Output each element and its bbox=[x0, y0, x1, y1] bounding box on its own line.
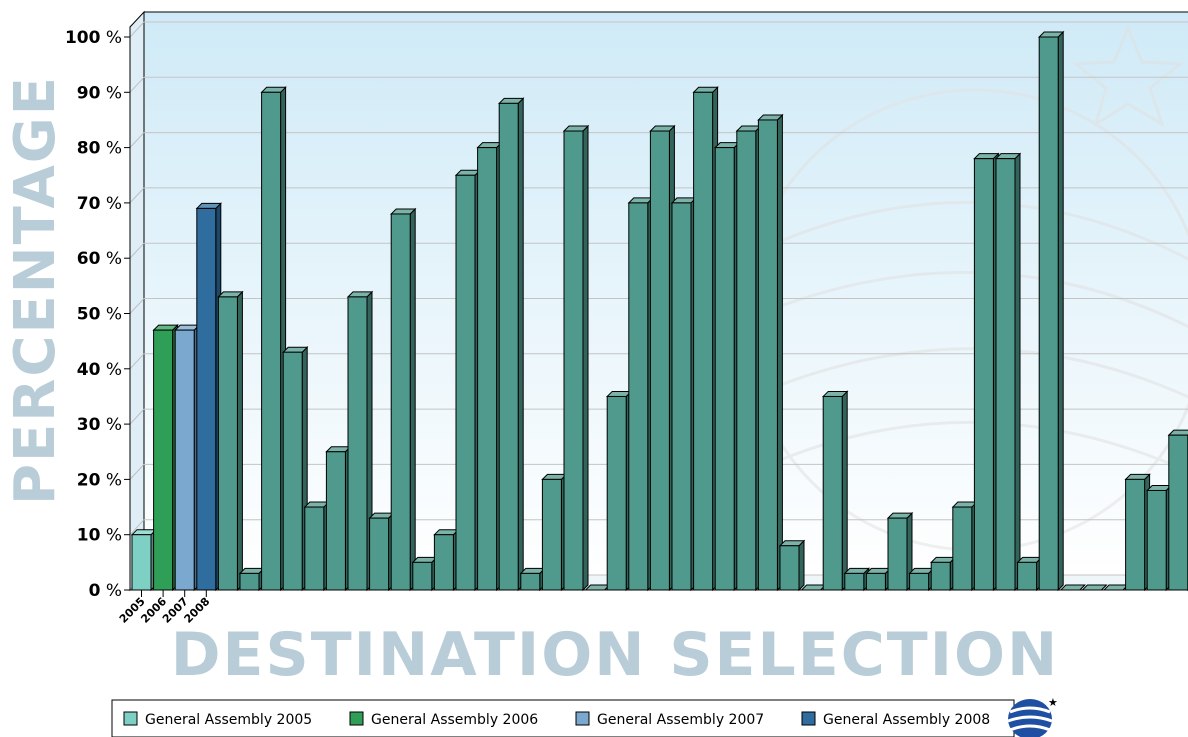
bar bbox=[692, 86, 719, 592]
legend-item: General Assembly 2006 bbox=[349, 711, 538, 728]
bar bbox=[541, 473, 568, 592]
bar bbox=[497, 97, 525, 592]
bar bbox=[1037, 30, 1065, 592]
svg-text:★: ★ bbox=[1048, 696, 1058, 709]
bar bbox=[195, 202, 223, 592]
legend-item: General Assembly 2007 bbox=[575, 711, 764, 728]
bar bbox=[325, 445, 352, 592]
y-tick-label: 90 % bbox=[77, 83, 122, 103]
y-tick-label: 50 % bbox=[77, 305, 122, 325]
y-tick-label: 100 % bbox=[65, 28, 122, 48]
y-axis-title: PERCENTAGE bbox=[3, 75, 68, 505]
bar bbox=[1016, 556, 1043, 592]
bar bbox=[627, 196, 655, 592]
bar bbox=[1059, 584, 1087, 591]
y-tick-label: 70 % bbox=[77, 194, 122, 214]
y-tick-label: 0 % bbox=[89, 581, 122, 601]
bar bbox=[649, 124, 676, 592]
legend: General Assembly 2005 General Assembly 20… bbox=[111, 699, 1015, 737]
bar bbox=[130, 528, 158, 592]
bar bbox=[778, 539, 806, 592]
bar bbox=[389, 207, 417, 592]
bar bbox=[411, 556, 439, 592]
bar bbox=[821, 390, 849, 592]
bars bbox=[130, 30, 1188, 592]
bar bbox=[951, 500, 979, 592]
legend-label: General Assembly 2006 bbox=[371, 712, 538, 728]
bar bbox=[281, 346, 309, 592]
y-tick-label: 30 % bbox=[77, 415, 122, 435]
bar bbox=[238, 567, 266, 592]
y-tick-label: 20 % bbox=[77, 470, 122, 490]
x-axis-title: DESTINATION SELECTION bbox=[171, 620, 1060, 690]
y-tick-label: 10 % bbox=[77, 526, 122, 546]
bar bbox=[865, 567, 892, 592]
bar bbox=[929, 556, 957, 592]
bar bbox=[886, 511, 914, 592]
bar bbox=[173, 323, 201, 592]
bar bbox=[1102, 584, 1130, 591]
bar bbox=[303, 500, 331, 592]
bar bbox=[433, 528, 460, 592]
y-tick-label: 40 % bbox=[77, 360, 122, 380]
bar bbox=[260, 86, 287, 592]
bar bbox=[1124, 473, 1151, 592]
legend-item: General Assembly 2008 bbox=[801, 711, 990, 728]
bar bbox=[973, 152, 1000, 592]
bar bbox=[562, 124, 590, 592]
bar bbox=[368, 511, 395, 592]
bar bbox=[1145, 484, 1173, 592]
bar bbox=[670, 196, 698, 592]
y-tick-label: 80 % bbox=[77, 139, 122, 159]
bar bbox=[757, 113, 784, 592]
bar bbox=[346, 290, 374, 592]
y-tick-label: 60 % bbox=[77, 249, 122, 269]
bar bbox=[476, 141, 503, 592]
bar bbox=[994, 152, 1022, 592]
bar bbox=[843, 567, 871, 592]
legend-swatch bbox=[575, 711, 590, 726]
bar bbox=[217, 290, 244, 592]
bar bbox=[800, 584, 827, 591]
bar bbox=[605, 390, 633, 592]
legend-label: General Assembly 2007 bbox=[597, 712, 764, 728]
bar bbox=[152, 323, 179, 592]
bar bbox=[454, 169, 482, 592]
bar bbox=[713, 141, 741, 592]
logo-globe-icon: ★ bbox=[1007, 696, 1058, 737]
legend-item: General Assembly 2005 bbox=[123, 711, 312, 728]
legend-swatch bbox=[123, 711, 138, 726]
legend-swatch bbox=[349, 711, 364, 726]
y-axis: 0 % 10 % 20 % 30 % 40 % 50 % 60 % 70 % 80 % 90 % 1… bbox=[65, 27, 1188, 601]
bar bbox=[519, 567, 547, 592]
bar bbox=[735, 124, 763, 592]
bar bbox=[908, 567, 935, 592]
legend-label: General Assembly 2005 bbox=[145, 712, 312, 728]
legend-label: General Assembly 2008 bbox=[823, 712, 990, 728]
bar bbox=[1167, 429, 1188, 592]
bar bbox=[584, 584, 611, 591]
legend-swatch bbox=[801, 711, 816, 726]
bar bbox=[1081, 584, 1108, 591]
